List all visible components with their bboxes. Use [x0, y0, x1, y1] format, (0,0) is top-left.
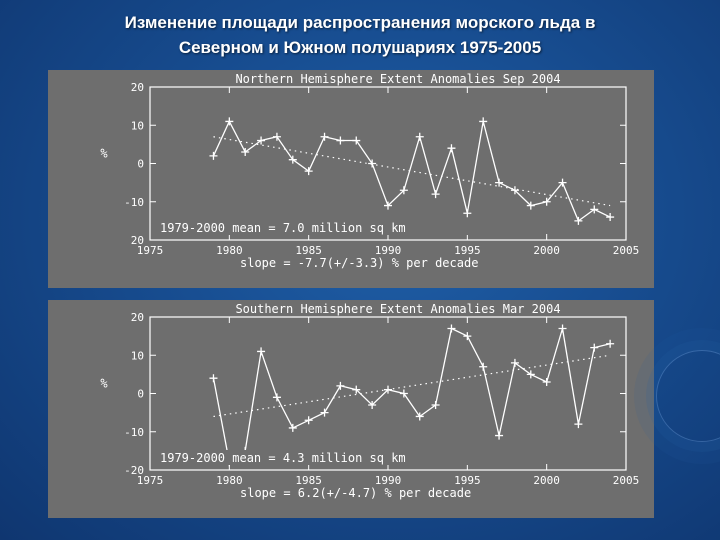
x-tick-label: 1980: [216, 244, 243, 257]
x-tick-label: 1990: [375, 244, 402, 257]
x-tick-label: 1985: [295, 244, 322, 257]
x-tick-label: 1975: [137, 474, 164, 487]
northern-hemisphere-chart: Northern Hemisphere Extent Anomalies Sep…: [48, 70, 654, 288]
slide-title: Изменение площади распространения морско…: [60, 10, 660, 60]
data-point-marker: [542, 378, 551, 387]
x-tick-label: 2000: [533, 474, 560, 487]
chart-background: [48, 70, 654, 288]
data-point-marker: [447, 324, 456, 333]
data-point-marker: [368, 159, 377, 168]
data-point-marker: [384, 385, 392, 394]
data-point-marker: [558, 178, 567, 187]
y-axis-label: %: [100, 377, 108, 391]
mean-annotation: 1979-2000 mean = 4.3 million sq km: [160, 451, 406, 465]
decorative-ripple: [656, 350, 720, 442]
y-axis-label: %: [100, 147, 108, 161]
southern-hemisphere-chart: Southern Hemisphere Extent Anomalies Mar…: [48, 300, 654, 518]
y-tick-label: 20: [131, 234, 144, 247]
data-point-marker: [463, 332, 472, 341]
slide-title-line-2: Северном и Южном полушариях 1975-2005: [178, 38, 542, 57]
data-point-marker: [320, 132, 329, 141]
anomaly-series-line: [212, 327, 611, 464]
data-point-marker: [288, 155, 297, 164]
annotation-background: [156, 220, 486, 235]
data-point-marker: [352, 136, 361, 145]
chart-title: Southern Hemisphere Extent Anomalies Mar…: [235, 302, 560, 316]
x-tick-label: 1995: [454, 474, 481, 487]
data-point-marker: [606, 339, 615, 348]
data-point-marker: [606, 213, 615, 222]
data-point-marker: [542, 197, 551, 206]
data-point-marker: [209, 151, 218, 160]
data-point-marker: [574, 420, 583, 429]
data-point-marker: [304, 167, 313, 176]
data-point-marker: [590, 343, 599, 352]
data-point-marker: [384, 201, 392, 210]
data-point-marker: [257, 347, 266, 356]
y-tick-label: 0: [137, 388, 144, 401]
data-point-marker: [399, 186, 408, 195]
slope-annotation: slope = 6.2(+/-4.7) % per decade: [240, 486, 471, 500]
data-point-marker: [241, 148, 250, 157]
data-point-marker: [415, 132, 424, 141]
data-point-marker: [495, 431, 504, 440]
x-tick-label: 1995: [454, 244, 481, 257]
mean-annotation: 1979-2000 mean = 7.0 million sq km: [160, 221, 406, 235]
x-tick-label: 1980: [216, 474, 243, 487]
x-tick-label: 1990: [375, 474, 402, 487]
data-point-marker: [257, 136, 266, 145]
data-point-marker: [463, 209, 472, 218]
y-tick-label: 0: [137, 158, 144, 171]
chart-background: [48, 300, 654, 518]
x-tick-label: 2000: [533, 244, 560, 257]
data-point-marker: [431, 400, 440, 409]
y-tick-label: 10: [131, 119, 144, 132]
anomaly-series-line: [212, 119, 611, 222]
data-point-marker: [304, 416, 313, 425]
data-point-marker: [479, 362, 488, 371]
data-point-marker: [225, 117, 234, 126]
data-point-marker: [510, 186, 519, 195]
data-point-marker: [352, 385, 361, 394]
data-point-marker: [431, 190, 440, 199]
trend-line: [213, 354, 611, 418]
data-point-marker: [320, 408, 329, 417]
y-tick-label: 10: [131, 349, 144, 362]
data-point-marker: [272, 393, 281, 402]
y-tick-label: 20: [131, 81, 144, 94]
annotation-background: [156, 450, 486, 465]
data-point-marker: [399, 389, 408, 398]
data-point-marker: [272, 132, 281, 141]
data-point-marker: [526, 201, 535, 210]
data-point-marker: [590, 205, 599, 214]
data-point-marker: [447, 144, 456, 153]
data-point-marker: [510, 358, 519, 367]
chart-title: Northern Hemisphere Extent Anomalies Sep…: [235, 72, 560, 86]
data-point-marker: [558, 324, 567, 333]
x-tick-label: 1975: [137, 244, 164, 257]
data-point-marker: [574, 216, 583, 225]
data-point-marker: [495, 178, 504, 187]
data-point-marker: [336, 381, 345, 390]
slope-annotation: slope = -7.7(+/-3.3) % per decade: [240, 256, 478, 270]
y-tick-label: -20: [124, 464, 144, 477]
data-point-marker: [336, 136, 345, 145]
y-tick-label: -10: [124, 426, 144, 439]
y-tick-label: -10: [124, 196, 144, 209]
data-point-marker: [479, 117, 488, 126]
x-tick-label: 2005: [613, 474, 640, 487]
slide-title-line-1: Изменение площади распространения морско…: [124, 13, 596, 32]
x-tick-label: 1985: [295, 474, 322, 487]
data-point-marker: [288, 423, 297, 432]
data-point-marker: [415, 412, 424, 421]
data-point-marker: [526, 370, 535, 379]
data-point-marker: [368, 400, 377, 409]
y-tick-label: 20: [131, 311, 144, 324]
trend-line: [213, 136, 611, 207]
x-tick-label: 2005: [613, 244, 640, 257]
data-point-marker: [209, 374, 218, 383]
